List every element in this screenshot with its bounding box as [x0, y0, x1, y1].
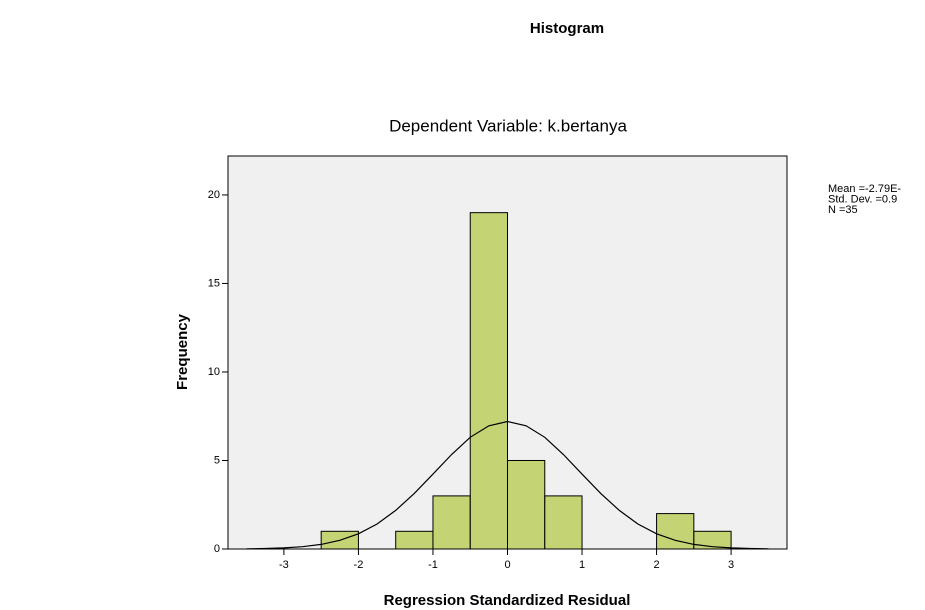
y-tick-label: 0	[214, 543, 220, 555]
histogram-bar	[693, 530, 732, 550]
chart-subtitle: Dependent Variable: k.bertanya	[389, 116, 627, 135]
y-axis-label: Frequency	[174, 313, 191, 390]
x-tick-label: 2	[654, 559, 660, 571]
normal-curve	[246, 420, 769, 550]
y-tick-label: 15	[208, 277, 220, 289]
x-tick-label: 3	[728, 559, 734, 571]
y-tick-label: 10	[208, 366, 220, 378]
y-tick-label: 5	[214, 454, 220, 466]
x-tick-label: 0	[504, 559, 510, 571]
histogram-bar	[544, 495, 583, 550]
histogram-bar	[395, 530, 434, 550]
histogram-bar	[432, 495, 471, 550]
histogram-bar	[469, 212, 509, 550]
x-tick-label: 1	[579, 559, 585, 571]
x-axis-label: Regression Standardized Residual	[384, 592, 631, 609]
x-tick-label: -1	[428, 559, 438, 571]
histogram-bar	[507, 459, 546, 550]
chart-title: Histogram	[530, 20, 604, 37]
x-tick-label: -3	[279, 559, 289, 571]
stats-text: N =35	[828, 204, 858, 216]
x-tick-label: -2	[354, 559, 364, 571]
stats-text: Mean =-2.79E-	[828, 183, 901, 195]
y-tick-label: 20	[208, 189, 220, 201]
stats-text: Std. Dev. =0.9	[828, 193, 897, 205]
